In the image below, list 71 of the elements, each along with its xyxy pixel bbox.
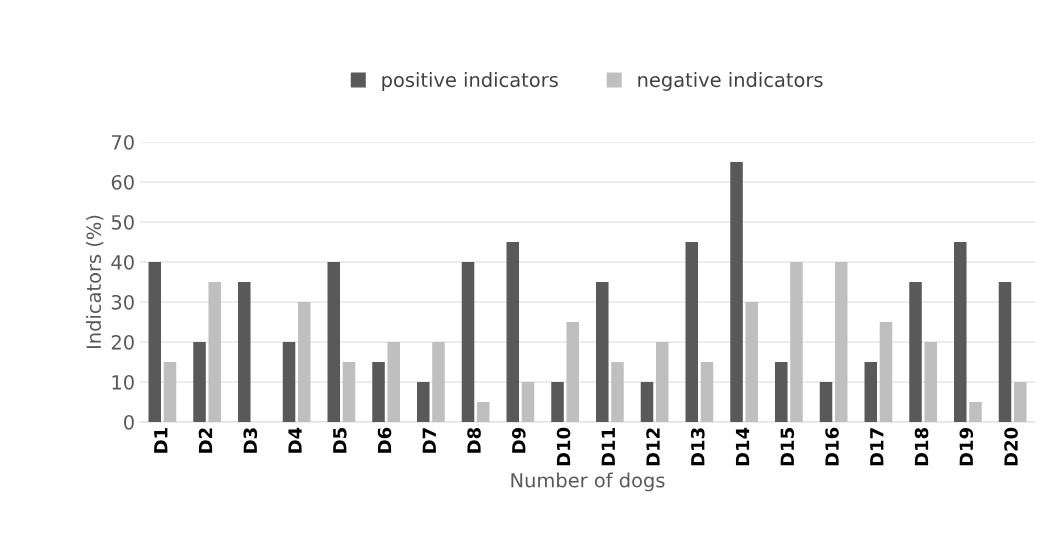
x-tick-label: D5	[333, 428, 347, 453]
bar	[998, 282, 1012, 422]
bar	[387, 342, 400, 422]
bar	[163, 362, 177, 422]
bar	[864, 362, 878, 422]
y-tick-label: 20	[111, 334, 134, 350]
x-tick-label: D2	[198, 428, 213, 453]
bar	[461, 262, 475, 422]
x-tick-label: D15	[780, 428, 795, 466]
x-tick-label: D6	[377, 427, 392, 453]
bar	[193, 342, 206, 422]
x-axis-title: Number of dogs	[511, 472, 665, 492]
legend-label: positive indicators	[382, 72, 558, 91]
bar	[879, 322, 893, 422]
y-tick-label: 40	[111, 254, 134, 270]
bar	[342, 362, 356, 422]
bar	[297, 302, 311, 422]
bar	[551, 382, 564, 422]
bar	[730, 162, 743, 422]
y-axis-title: Indicators (%)	[86, 215, 104, 349]
bar	[566, 322, 579, 422]
bar	[909, 282, 922, 422]
bar	[700, 362, 714, 422]
bar	[506, 242, 520, 422]
bar	[790, 262, 803, 422]
bar	[432, 342, 445, 422]
bar	[685, 242, 699, 422]
bar	[596, 282, 609, 422]
bar	[148, 262, 162, 422]
y-tick-label: 30	[111, 294, 134, 310]
bar	[640, 382, 654, 422]
x-tick-label: D3	[243, 428, 258, 453]
x-tick-label: D8	[467, 427, 481, 453]
x-tick-label: D1	[154, 428, 168, 453]
bar	[745, 302, 758, 422]
y-tick-label: 0	[124, 414, 134, 430]
x-tick-label: D20	[1004, 427, 1018, 466]
x-tick-label: D14	[735, 427, 750, 466]
bar	[521, 382, 535, 422]
x-tick-label: D9	[511, 428, 526, 453]
bar	[208, 282, 221, 422]
x-tick-label: D10	[556, 427, 571, 466]
bar	[238, 282, 251, 422]
bar	[327, 262, 341, 422]
bar	[924, 342, 937, 422]
bar	[655, 342, 669, 422]
bar	[969, 402, 982, 422]
x-tick-label: D13	[690, 428, 705, 466]
y-tick-label: 60	[111, 174, 134, 190]
bar	[476, 402, 490, 422]
legend-label: negative indicators	[638, 72, 823, 91]
x-tick-label: D11	[601, 428, 615, 466]
bar	[417, 382, 430, 422]
bar	[954, 242, 967, 422]
bar	[775, 362, 788, 422]
x-tick-label: D18	[914, 427, 929, 466]
bar	[819, 382, 833, 422]
y-tick-label: 70	[111, 134, 134, 150]
x-tick-label: D17	[870, 428, 884, 466]
x-tick-label: D12	[646, 428, 660, 466]
bar	[1013, 382, 1027, 422]
bar	[372, 362, 385, 422]
x-tick-label: D4	[288, 427, 302, 453]
x-tick-label: D7	[422, 428, 436, 453]
bar	[611, 362, 624, 422]
x-tick-label: D16	[825, 427, 839, 466]
y-tick-label: 50	[111, 214, 134, 230]
y-tick-label: 10	[112, 374, 134, 390]
bar	[834, 262, 848, 422]
bar	[282, 342, 296, 422]
x-tick-label: D19	[959, 428, 974, 466]
